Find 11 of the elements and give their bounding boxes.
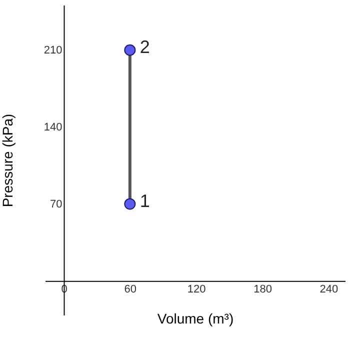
x-tick-label: 120	[187, 283, 206, 296]
x-tick-label: 60	[124, 283, 137, 296]
annotation: 2	[140, 37, 150, 58]
y-tick-label: 140	[44, 122, 62, 134]
y-axis-title: Pressure (kPa)	[0, 114, 16, 208]
x-axis-title: Volume (m³)	[157, 310, 234, 326]
annotation: 1	[140, 190, 150, 211]
y-tick-label: 70	[50, 198, 62, 210]
y-tick-label: 210	[44, 44, 62, 57]
x-tick-label: 240	[320, 283, 338, 296]
x-tick-label: 180	[254, 283, 272, 296]
